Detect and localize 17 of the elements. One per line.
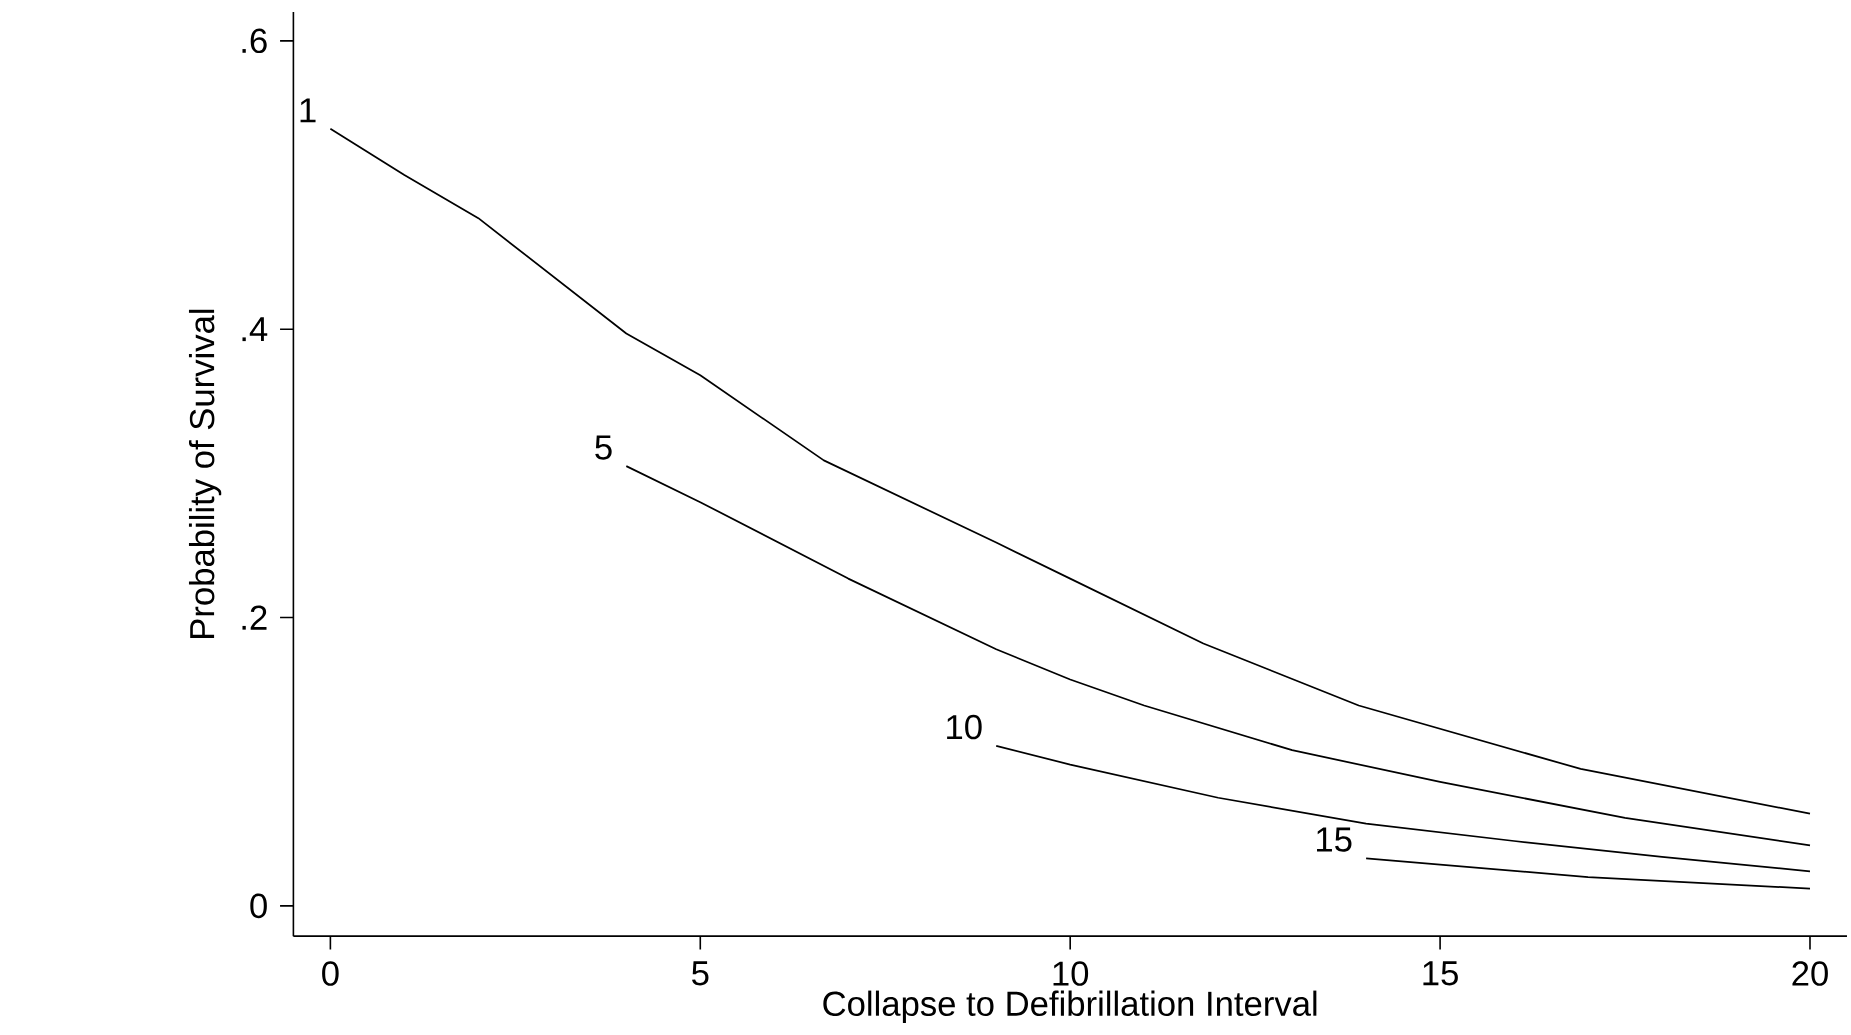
x-tick-label: 0 <box>322 961 339 986</box>
y-tick-label: .6 <box>242 28 267 54</box>
x-tick-label: 15 <box>1423 961 1458 986</box>
x-tick-label: 20 <box>1792 961 1828 986</box>
series-label: 1 <box>300 98 316 123</box>
y-axis-title: Probability of Survival <box>188 309 222 639</box>
series-label: 10 <box>947 714 982 740</box>
line-series <box>995 745 1811 873</box>
y-tick-label: .4 <box>242 317 268 342</box>
x-tick-label: 10 <box>1053 961 1089 986</box>
y-tick-label: .2 <box>242 605 267 630</box>
line-series <box>329 127 1811 815</box>
series-label: 5 <box>595 435 612 460</box>
x-tick-label: 5 <box>692 961 709 986</box>
y-tick-label: 0 <box>250 893 267 919</box>
x-axis-title: Collapse to Defibrillation Interval <box>823 990 1317 1023</box>
series-label: 15 <box>1317 827 1352 852</box>
